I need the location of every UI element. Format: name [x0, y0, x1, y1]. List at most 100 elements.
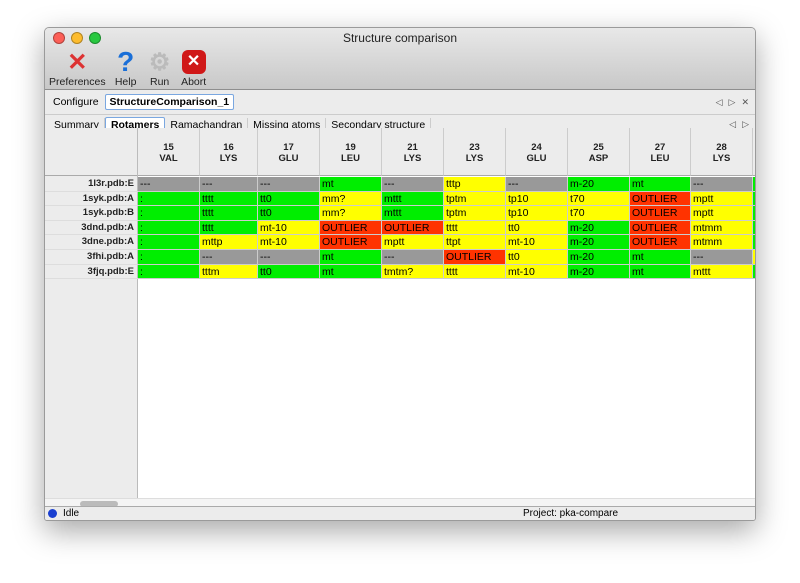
scrollbar-thumb[interactable]: [80, 501, 118, 507]
rotamer-cell[interactable]: tttt: [444, 264, 506, 280]
rotamer-cell[interactable]: ---: [258, 250, 320, 265]
rotamer-cell[interactable]: mttt: [382, 191, 444, 207]
rotamer-cell[interactable]: mptt: [691, 191, 753, 207]
rotamer-cell[interactable]: OUTLIER: [630, 220, 691, 236]
rotamer-cell[interactable]: OUTLIER: [320, 220, 382, 236]
rotamer-cell[interactable]: OUTLIER: [382, 220, 444, 236]
preferences-button[interactable]: ✕ Preferences: [49, 48, 106, 89]
zoom-window-button[interactable]: [89, 32, 101, 44]
rotamer-cell[interactable]: tt0: [258, 206, 320, 221]
structure-comparison-tab[interactable]: StructureComparison_1: [104, 94, 235, 110]
rotamer-cell[interactable]: m-20: [568, 177, 630, 192]
rotamer-cell[interactable]: mt: [320, 250, 382, 265]
rotamer-cell[interactable]: ---: [382, 177, 444, 192]
rotamer-cell[interactable]: mtmm: [691, 220, 753, 236]
tab-ramachandran[interactable]: Ramachandran: [165, 117, 249, 132]
rotamer-cell[interactable]: [753, 220, 755, 236]
rotamer-cell[interactable]: ---: [506, 177, 568, 192]
rotamer-cell[interactable]: mttp: [200, 235, 258, 250]
rotamer-cell[interactable]: mt: [630, 264, 691, 280]
column-header[interactable]: [753, 128, 755, 176]
next-tab-icon[interactable]: ▷: [728, 96, 736, 107]
rotamer-cell[interactable]: OUTLIER: [630, 206, 691, 221]
rotamer-cell[interactable]: tmtm?: [382, 264, 444, 280]
rotamer-cell[interactable]: :: [138, 206, 200, 221]
rotamer-cell[interactable]: ---: [138, 177, 200, 192]
close-window-button[interactable]: [53, 32, 65, 44]
rotamer-cell[interactable]: mt: [320, 264, 382, 280]
rotamer-cell[interactable]: :: [138, 235, 200, 250]
rotamer-cell[interactable]: tt0: [506, 250, 568, 265]
rotamer-cell[interactable]: mtmm: [691, 235, 753, 250]
rotamer-cell[interactable]: tttm: [200, 264, 258, 280]
rotamer-cell[interactable]: tttt: [444, 220, 506, 236]
rotamer-cell[interactable]: m-20: [568, 235, 630, 250]
rotamer-cell[interactable]: tp10: [506, 206, 568, 221]
tab-secondary-structure[interactable]: Secondary structure: [326, 117, 432, 132]
row-label[interactable]: 3fhi.pdb:A: [45, 250, 138, 265]
rotamer-cell[interactable]: tptm: [444, 191, 506, 207]
rotamer-cell[interactable]: mptt: [382, 235, 444, 250]
rotamer-cell[interactable]: mt-10: [506, 264, 568, 280]
rotamer-cell[interactable]: tt0: [506, 220, 568, 236]
prev-subtab-icon[interactable]: ◁: [729, 119, 737, 129]
rotamer-cell[interactable]: ---: [200, 250, 258, 265]
help-button[interactable]: ? Help: [112, 46, 140, 88]
row-label[interactable]: 1syk.pdb:A: [45, 192, 138, 207]
rotamer-cell[interactable]: mt: [630, 177, 691, 192]
rotamer-cell[interactable]: mm?: [320, 191, 382, 207]
column-header[interactable]: 15 VAL: [138, 128, 200, 176]
rotamer-cell[interactable]: :: [138, 264, 200, 280]
rotamer-cell[interactable]: mt-10: [258, 235, 320, 250]
rotamer-cell[interactable]: :: [138, 220, 200, 236]
tab-summary[interactable]: Summary: [49, 117, 105, 132]
rotamer-cell[interactable]: :: [138, 250, 200, 265]
next-subtab-icon[interactable]: ▷: [742, 119, 749, 129]
rotamer-cell[interactable]: mptt: [691, 206, 753, 221]
rotamer-cell[interactable]: mt: [630, 250, 691, 265]
minimize-window-button[interactable]: [71, 32, 83, 44]
column-header[interactable]: 17 GLU: [258, 128, 320, 176]
column-header[interactable]: 21 LYS: [382, 128, 444, 176]
column-header[interactable]: 16 LYS: [200, 128, 258, 176]
rotamer-cell[interactable]: tttt: [200, 220, 258, 236]
rotamer-cell[interactable]: OUTLIER: [444, 250, 506, 265]
rotamer-cell[interactable]: :: [138, 191, 200, 207]
rotamer-cell[interactable]: mttt: [691, 264, 753, 280]
rotamer-cell[interactable]: tttp: [444, 177, 506, 192]
rotamer-cell[interactable]: tp10: [506, 191, 568, 207]
rotamer-cell[interactable]: mm?: [320, 206, 382, 221]
rotamer-cell[interactable]: [753, 250, 755, 265]
rotamer-cell[interactable]: [753, 264, 755, 280]
configure-tab[interactable]: Configure: [53, 96, 99, 108]
row-label[interactable]: 1l3r.pdb:E: [45, 177, 138, 192]
rotamer-cell[interactable]: tt0: [258, 191, 320, 207]
prev-tab-icon[interactable]: ◁: [715, 96, 723, 107]
column-header[interactable]: 25 ASP: [568, 128, 630, 176]
close-tab-icon[interactable]: ✕: [741, 96, 749, 107]
column-header[interactable]: 24 GLU: [506, 128, 568, 176]
abort-button[interactable]: ✕ Abort: [180, 48, 208, 88]
column-header[interactable]: 28 LYS: [691, 128, 753, 176]
rotamer-cell[interactable]: t70: [568, 191, 630, 207]
rotamer-cell[interactable]: mt-10: [506, 235, 568, 250]
run-button[interactable]: ⚙ Run: [146, 48, 174, 89]
row-label[interactable]: 3dne.pdb:A: [45, 235, 138, 250]
rotamer-cell[interactable]: OUTLIER: [320, 235, 382, 250]
rotamer-cell[interactable]: m-20: [568, 220, 630, 236]
rotamer-cell[interactable]: m-20: [568, 250, 630, 265]
rotamer-cell[interactable]: m-20: [568, 264, 630, 280]
rotamer-cell[interactable]: ---: [382, 250, 444, 265]
rotamer-cell[interactable]: ---: [691, 177, 753, 192]
row-label[interactable]: 1syk.pdb:B: [45, 206, 138, 221]
rotamer-cell[interactable]: tt0: [258, 264, 320, 280]
column-header[interactable]: 27 LEU: [630, 128, 691, 176]
rotamer-cell[interactable]: mt: [320, 177, 382, 192]
rotamer-cell[interactable]: ---: [691, 250, 753, 265]
rotamer-cell[interactable]: ttpt: [444, 235, 506, 250]
rotamer-cell[interactable]: [753, 191, 755, 207]
row-label[interactable]: 3dnd.pdb:A: [45, 221, 138, 236]
rotamer-cell[interactable]: mt-10: [258, 220, 320, 236]
column-header[interactable]: 19 LEU: [320, 128, 382, 176]
rotamer-cell[interactable]: OUTLIER: [630, 235, 691, 250]
